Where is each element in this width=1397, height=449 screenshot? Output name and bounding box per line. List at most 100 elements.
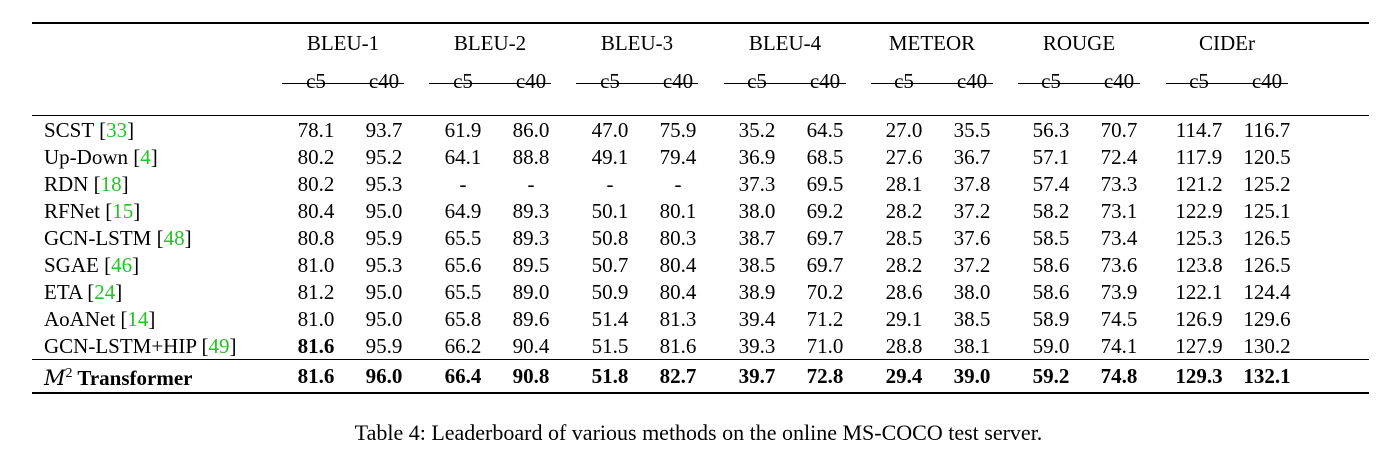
table-row: GCN-LSTM+HIP [49] <box>32 333 1369 360</box>
sub-header-c40: c40 <box>809 69 841 93</box>
cell-value: 81.3 <box>659 307 697 331</box>
cell-value: 37.2 <box>953 253 991 277</box>
cell-value: 125.1 <box>1243 199 1291 223</box>
cell-value: 50.1 <box>591 199 629 223</box>
cell-value: 36.9 <box>738 145 776 169</box>
cell-value: 69.7 <box>806 226 844 250</box>
cell-value: 50.7 <box>591 253 629 277</box>
table-caption: Table 4: Leaderboard of various methods … <box>354 420 1043 445</box>
sub-header-c40: c40 <box>368 69 400 93</box>
cell-value: 64.1 <box>444 145 482 169</box>
citation-link[interactable]: 18 <box>100 172 122 196</box>
method-name: GCN-LSTM [48] <box>44 226 192 250</box>
final-cell-value: 66.4 <box>444 364 482 388</box>
final-cell-value: 74.8 <box>1100 364 1138 388</box>
method-label: GCN-LSTM+HIP <box>44 334 202 358</box>
cell-value: 79.4 <box>659 145 697 169</box>
citation-link[interactable]: 49 <box>208 334 230 358</box>
method-name: Up-Down [4] <box>44 145 158 169</box>
cell-value: 38.5 <box>953 307 991 331</box>
cell-value: 61.9 <box>444 118 482 142</box>
method-name: ETA [24] <box>44 280 123 304</box>
cell-value: 126.9 <box>1175 307 1223 331</box>
cell-value: 89.5 <box>512 253 550 277</box>
citation-link[interactable]: 4 <box>140 145 151 169</box>
cell-value: 39.4 <box>738 307 776 331</box>
cell-value: - <box>606 172 614 196</box>
table-row: SCST [33] <box>32 117 1369 144</box>
cell-value: 81.2 <box>297 280 335 304</box>
sub-header-c40: c40 <box>1103 69 1135 93</box>
sub-header-c5: c5 <box>1041 69 1061 93</box>
cell-value: 81.6 <box>297 334 335 358</box>
cell-value: 122.1 <box>1175 280 1223 304</box>
cell-value: 47.0 <box>591 118 629 142</box>
cell-value: 66.2 <box>444 334 482 358</box>
cell-value: 70.7 <box>1100 118 1138 142</box>
cell-value: - <box>527 172 535 196</box>
cell-value: 50.9 <box>591 280 629 304</box>
cell-value: 78.1 <box>297 118 335 142</box>
cell-value: 70.2 <box>806 280 844 304</box>
citation-link[interactable]: 48 <box>163 226 185 250</box>
table-row: AoANet [14] <box>32 306 1369 333</box>
final-rule <box>32 359 1369 360</box>
sub-header-c40: c40 <box>662 69 694 93</box>
final-cell-value: 90.8 <box>512 364 550 388</box>
cell-value: 51.4 <box>591 307 629 331</box>
group-header-rouge: ROUGE <box>1042 31 1116 55</box>
citation-link[interactable]: 14 <box>127 307 149 331</box>
cell-value: 37.3 <box>738 172 776 196</box>
group-rule <box>429 83 551 84</box>
cell-value: 28.6 <box>885 280 923 304</box>
cell-value: 86.0 <box>512 118 550 142</box>
cell-value: 126.5 <box>1243 226 1291 250</box>
cell-value: 125.3 <box>1175 226 1223 250</box>
cell-value: 28.5 <box>885 226 923 250</box>
table-row: SGAE [46] <box>32 252 1369 279</box>
cell-value: 74.1 <box>1100 334 1138 358</box>
final-cell-value: 51.8 <box>591 364 629 388</box>
cell-value: 35.2 <box>738 118 776 142</box>
cell-value: 58.6 <box>1032 280 1070 304</box>
cell-value: 95.0 <box>365 199 403 223</box>
group-header-cider: CIDEr <box>1199 31 1255 55</box>
group-header-bleu-4: BLEU-4 <box>748 31 822 55</box>
cell-value: 80.8 <box>297 226 335 250</box>
citation-link[interactable]: 24 <box>94 280 116 304</box>
cell-value: 88.8 <box>512 145 550 169</box>
citation-link[interactable]: 33 <box>106 118 128 142</box>
group-rule <box>282 83 404 84</box>
cell-value: 38.1 <box>953 334 991 358</box>
bottom-rule <box>32 392 1369 394</box>
sub-header-c5: c5 <box>453 69 473 93</box>
final-cell-value: 39.0 <box>953 364 991 388</box>
cell-value: 89.3 <box>512 199 550 223</box>
cell-value: 27.0 <box>885 118 923 142</box>
cell-value: 35.5 <box>953 118 991 142</box>
cell-value: 65.5 <box>444 226 482 250</box>
cell-value: 95.3 <box>365 253 403 277</box>
final-cell-value: 39.7 <box>738 364 776 388</box>
cell-value: 28.8 <box>885 334 923 358</box>
top-rule <box>32 22 1369 24</box>
cell-value: 58.6 <box>1032 253 1070 277</box>
cell-value: 73.4 <box>1100 226 1138 250</box>
cell-value: - <box>459 172 467 196</box>
method-label: SCST <box>44 118 100 142</box>
cell-value: 57.1 <box>1032 145 1070 169</box>
cell-value: 38.5 <box>738 253 776 277</box>
cell-value: 58.9 <box>1032 307 1070 331</box>
cell-value: 73.6 <box>1100 253 1138 277</box>
table-row: Up-Down [4] <box>32 144 1369 171</box>
sub-header-c5: c5 <box>747 69 767 93</box>
citation-link[interactable]: 46 <box>111 253 133 277</box>
cell-value: 38.7 <box>738 226 776 250</box>
table-row: ETA [24] <box>32 279 1369 306</box>
cell-value: 121.2 <box>1175 172 1223 196</box>
cell-value: 95.0 <box>365 280 403 304</box>
cell-value: 69.2 <box>806 199 844 223</box>
citation-link[interactable]: 15 <box>112 199 134 223</box>
group-header-bleu-1: BLEU-1 <box>306 31 380 55</box>
cell-value: 116.7 <box>1243 118 1291 142</box>
